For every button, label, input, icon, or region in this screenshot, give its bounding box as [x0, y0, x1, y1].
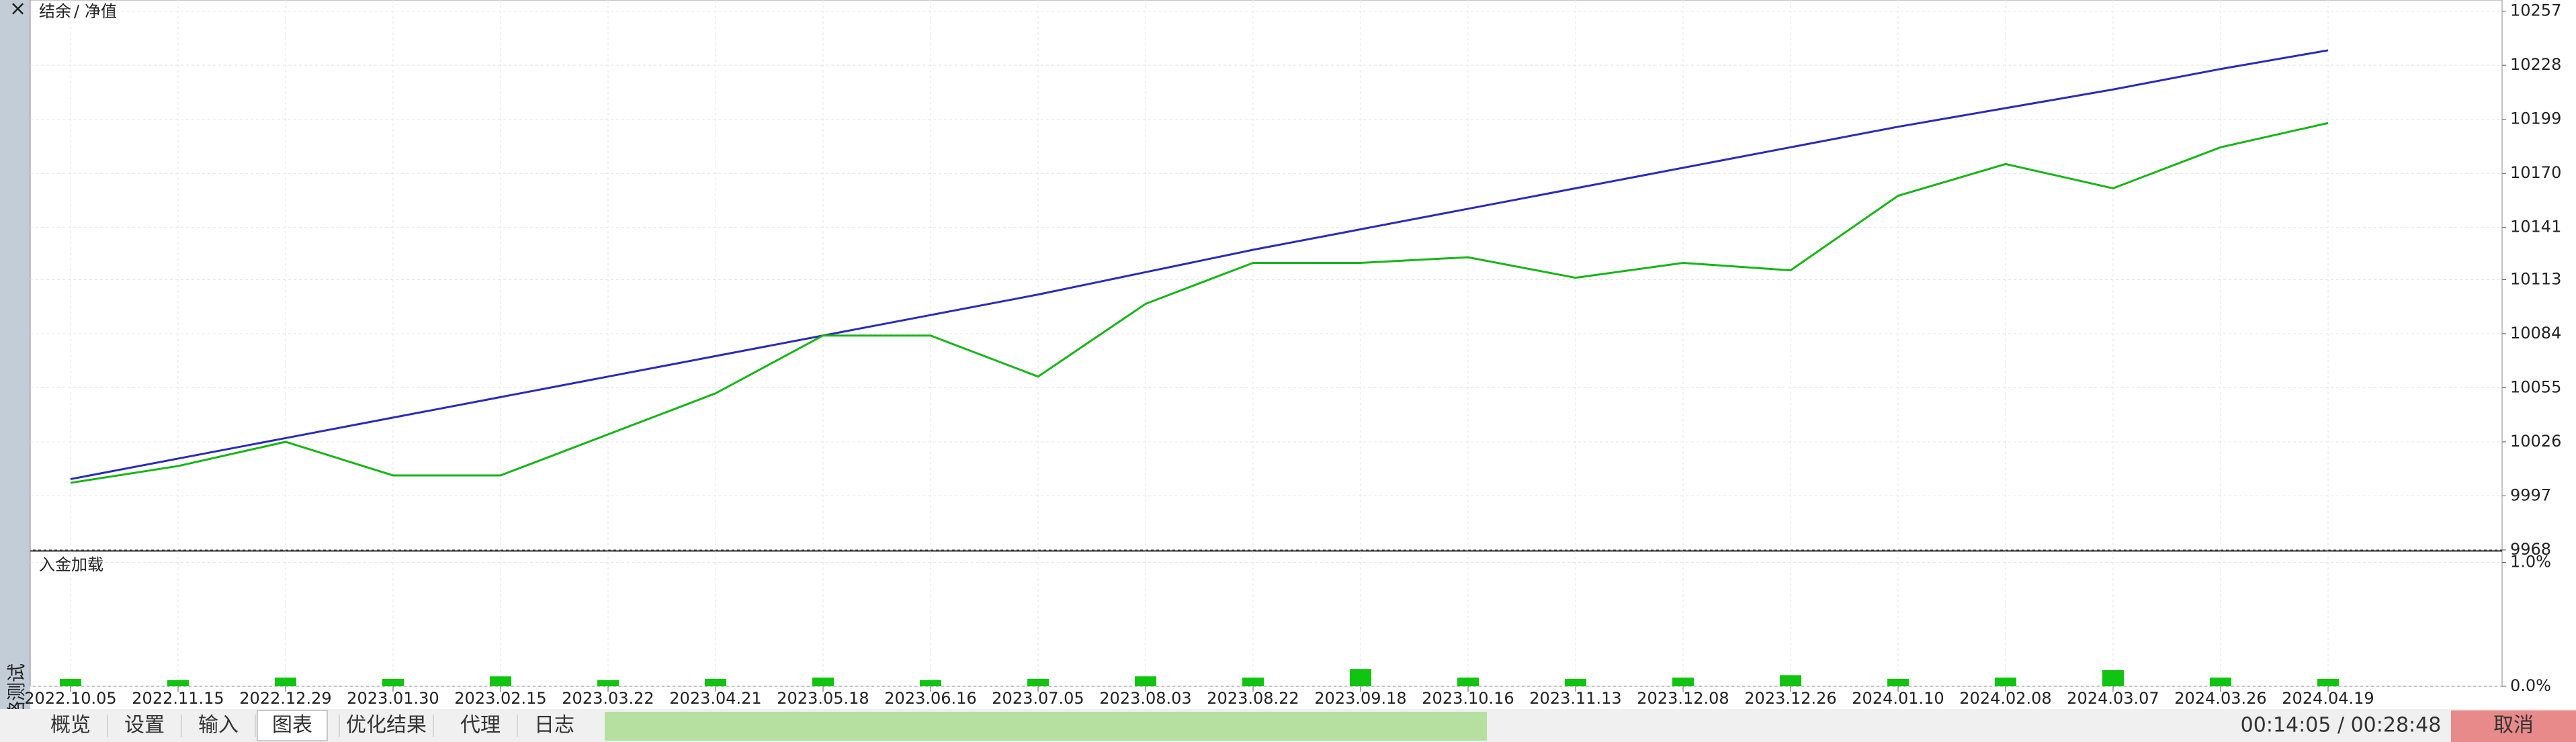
x-tick-label: 2022.11.15 — [132, 689, 224, 708]
bar — [1887, 678, 1909, 686]
y-tick-label: 10257 — [2510, 1, 2561, 20]
tab[interactable]: 概览 — [50, 714, 91, 737]
bar — [1457, 678, 1479, 686]
series-line — [70, 49, 2329, 480]
bar — [1565, 678, 1586, 686]
legend-entry: 净值 — [85, 2, 117, 21]
x-tick-label: 2022.12.29 — [239, 689, 331, 708]
tab[interactable]: 代理 — [460, 714, 501, 737]
timer: 00:14:05 / 00:28:48 — [2241, 714, 2442, 737]
bar — [812, 678, 834, 686]
bar — [1672, 678, 1694, 686]
bar — [920, 680, 941, 686]
y-tick-label: 10055 — [2510, 377, 2561, 396]
bar — [1780, 675, 1801, 686]
bar — [2210, 678, 2231, 686]
bar — [1242, 678, 1264, 686]
x-tick-label: 2024.03.07 — [2067, 689, 2159, 708]
tab-active-bg — [257, 710, 328, 741]
cancel-button[interactable]: 取消 — [2493, 714, 2534, 737]
y-tick-label: 1.0% — [2510, 553, 2551, 571]
close-button[interactable]: × — [9, 0, 26, 21]
bar — [2317, 678, 2339, 686]
tab[interactable]: 输入 — [198, 714, 239, 737]
bar — [167, 680, 189, 686]
x-tick-label: 2023.06.16 — [884, 689, 976, 708]
legend-entry: 结余 — [39, 2, 71, 21]
x-tick-label: 2023.12.08 — [1637, 689, 1729, 708]
y-tick-label: 10228 — [2510, 55, 2561, 74]
tab[interactable]: 图表 — [272, 714, 312, 737]
x-tick-label: 2023.04.21 — [669, 689, 761, 708]
bar — [705, 678, 726, 686]
progress-track — [1487, 712, 2249, 741]
x-tick-label: 2023.05.18 — [777, 689, 869, 708]
x-tick-label: 2024.04.19 — [2282, 689, 2374, 708]
bar — [1027, 678, 1049, 686]
bar — [2102, 670, 2124, 686]
x-tick-label: 2023.08.22 — [1207, 689, 1299, 708]
x-tick-label: 2023.09.18 — [1314, 689, 1406, 708]
panel-title: 入金加载 — [39, 555, 103, 574]
tab[interactable]: 设置 — [124, 714, 165, 737]
y-tick-label: 10084 — [2510, 324, 2561, 342]
y-tick-label: 10199 — [2510, 109, 2561, 128]
y-tick-label: 9968 — [2510, 540, 2551, 559]
x-tick-label: 2024.02.08 — [1959, 689, 2051, 708]
x-tick-label: 2024.01.10 — [1852, 689, 1944, 708]
bar — [382, 678, 404, 686]
sidebar — [0, 0, 30, 742]
bar — [490, 676, 511, 686]
bar — [1350, 669, 1371, 686]
x-tick-label: 2023.01.30 — [347, 689, 439, 708]
series-line — [70, 122, 2329, 484]
tab[interactable]: 优化结果 — [346, 714, 427, 737]
x-tick-label: 2023.07.05 — [992, 689, 1084, 708]
bar — [60, 678, 81, 686]
bar — [1995, 678, 2016, 686]
tab[interactable]: 日志 — [534, 714, 574, 737]
y-tick-label: 10170 — [2510, 163, 2561, 182]
x-tick-label: 2022.10.05 — [24, 689, 116, 708]
bar — [275, 678, 296, 686]
chart-frame — [30, 0, 2503, 687]
y-tick-label: 9997 — [2510, 485, 2551, 504]
bar — [597, 680, 619, 686]
bar — [1135, 676, 1156, 686]
x-tick-label: 2024.03.26 — [2174, 689, 2266, 708]
y-tick-label: 10113 — [2510, 269, 2561, 288]
legend-separator: / — [74, 2, 80, 21]
y-tick-label: 0.0% — [2510, 676, 2551, 695]
x-tick-label: 2023.11.13 — [1529, 689, 1621, 708]
x-tick-label: 2023.08.03 — [1099, 689, 1191, 708]
x-tick-label: 2023.10.16 — [1422, 689, 1514, 708]
progress-bar — [605, 712, 1487, 741]
y-tick-label: 10141 — [2510, 218, 2561, 236]
x-tick-label: 2023.02.15 — [454, 689, 546, 708]
x-tick-label: 2023.12.26 — [1744, 689, 1836, 708]
y-tick-label: 10026 — [2510, 432, 2561, 451]
x-tick-label: 2023.03.22 — [562, 689, 654, 708]
cancel-button-bg — [2451, 710, 2576, 742]
